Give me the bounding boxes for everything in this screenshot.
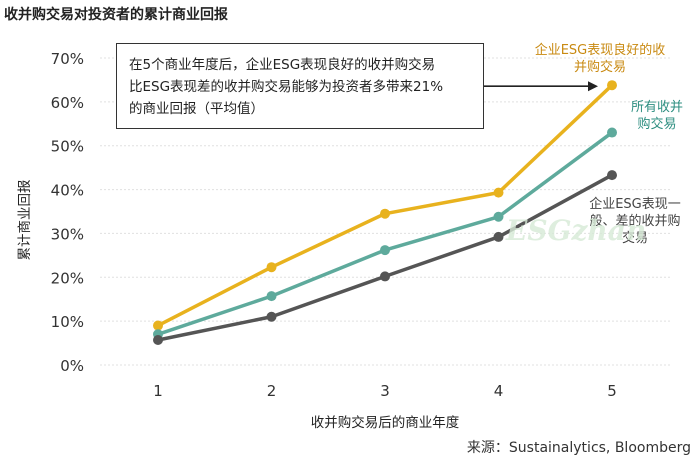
x-tick-label: 2 (267, 382, 277, 400)
callout-line: 的商业回报（平均值） (129, 101, 264, 117)
legend-label-line: 所有收并 (630, 100, 683, 115)
legend-label-line: 交易 (621, 231, 648, 246)
y-tick-label: 50% (51, 138, 84, 156)
y-tick-label: 0% (60, 357, 84, 375)
data-point (380, 271, 390, 282)
y-tick-label: 60% (51, 94, 84, 112)
source-note: 来源：Sustainalytics, Bloomberg (466, 440, 691, 456)
data-point (266, 311, 277, 322)
y-tick-label: 10% (51, 313, 84, 331)
watermark: ESGzhan (506, 214, 647, 247)
legend-label-all: 所有收并 购交易 (622, 99, 692, 133)
legend-label-poor-esg: 企业ESG表现一 般、差的收并购 交易 (576, 196, 694, 247)
legend-label-line: 企业ESG表现一 (589, 197, 681, 212)
data-point (266, 262, 277, 273)
data-point (607, 170, 617, 181)
y-tick-label: 20% (51, 269, 84, 287)
x-axis-label: 收并购交易后的商业年度 (311, 414, 460, 431)
y-axis-label: 累计商业回报 (17, 180, 33, 261)
data-point (380, 208, 390, 219)
y-tick-label: 70% (51, 50, 84, 68)
data-point (153, 335, 163, 346)
data-point (493, 187, 504, 198)
callout-box: 在5个商业年度后，企业ESG表现良好的收并购交易 比ESG表现差的收并购交易能够… (116, 43, 484, 129)
callout-line: 比ESG表现差的收并购交易能够为投资者多带来21% (129, 79, 444, 95)
data-point (607, 80, 617, 91)
x-tick-label: 3 (380, 382, 390, 400)
data-point (266, 291, 277, 302)
callout-line: 在5个商业年度后，企业ESG表现良好的收并购交易 (129, 57, 436, 73)
chart-title: 收并购交易对投资者的累计商业回报 (4, 7, 228, 23)
x-tick-label: 4 (494, 382, 504, 400)
data-point (493, 231, 504, 242)
legend-label-line: 购交易 (637, 117, 677, 132)
data-point (607, 127, 617, 138)
x-tick-label: 5 (607, 382, 617, 400)
x-tick-label: 1 (153, 382, 163, 400)
data-point (493, 211, 504, 222)
legend-label-good-esg: 企业ESG表现良好的收 并购交易 (520, 42, 680, 76)
legend-label-line: 企业ESG表现良好的收 (534, 43, 666, 58)
y-tick-label: 30% (51, 225, 84, 243)
legend-label-line: 并购交易 (573, 60, 626, 75)
y-tick-label: 40% (51, 182, 84, 200)
data-point (380, 245, 390, 256)
data-point (153, 320, 163, 331)
callout-arrow-head (588, 81, 598, 92)
legend-label-line: 般、差的收并购 (589, 214, 681, 229)
series-line (157, 173, 613, 342)
